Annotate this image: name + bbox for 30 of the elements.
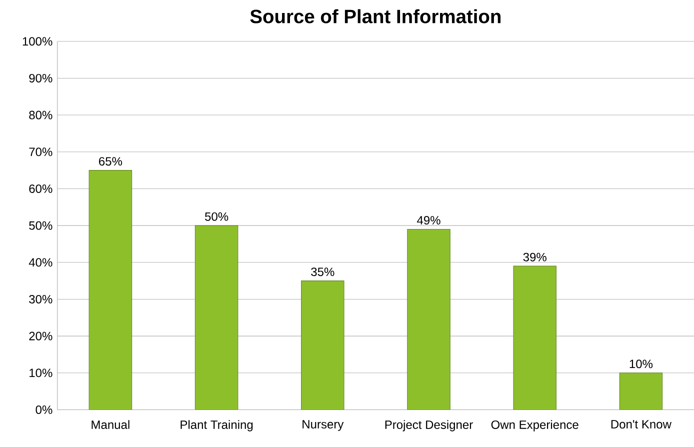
x-tick-label: Manual xyxy=(92,420,130,429)
y-tick-label: 70% xyxy=(29,148,52,156)
x-tick-label: Plant Training xyxy=(180,420,253,432)
y-tick-label: 0% xyxy=(36,405,52,414)
y-tick-label: 40% xyxy=(28,258,52,267)
bar xyxy=(619,372,663,410)
bar xyxy=(301,280,344,410)
bar xyxy=(513,266,556,410)
data-label: 49% xyxy=(416,216,440,224)
y-tick-label: 50% xyxy=(29,221,52,230)
bar xyxy=(194,225,238,410)
chart-title: Source of Plant Information xyxy=(250,9,500,24)
y-tick-label: 80% xyxy=(29,110,52,120)
x-tick-label: Project Designer xyxy=(385,420,473,432)
x-tick-label: Own Experience xyxy=(491,420,578,432)
data-label: 65% xyxy=(99,157,122,166)
bar xyxy=(407,228,450,410)
y-tick-label: 100% xyxy=(22,37,52,46)
y-tick-label: 20% xyxy=(29,332,52,340)
y-tick-label: 30% xyxy=(29,294,52,304)
y-tick-label: 90% xyxy=(29,74,52,82)
bar xyxy=(88,170,132,410)
data-label: 50% xyxy=(205,212,228,221)
data-label: 35% xyxy=(311,268,334,276)
data-label: 10% xyxy=(630,360,653,368)
y-tick-label: 10% xyxy=(30,368,52,378)
x-tick-label: Nursery xyxy=(302,420,344,431)
data-label: 39% xyxy=(523,252,546,262)
y-tick-label: 60% xyxy=(29,184,52,193)
x-tick-label: Don't Know xyxy=(611,420,672,428)
